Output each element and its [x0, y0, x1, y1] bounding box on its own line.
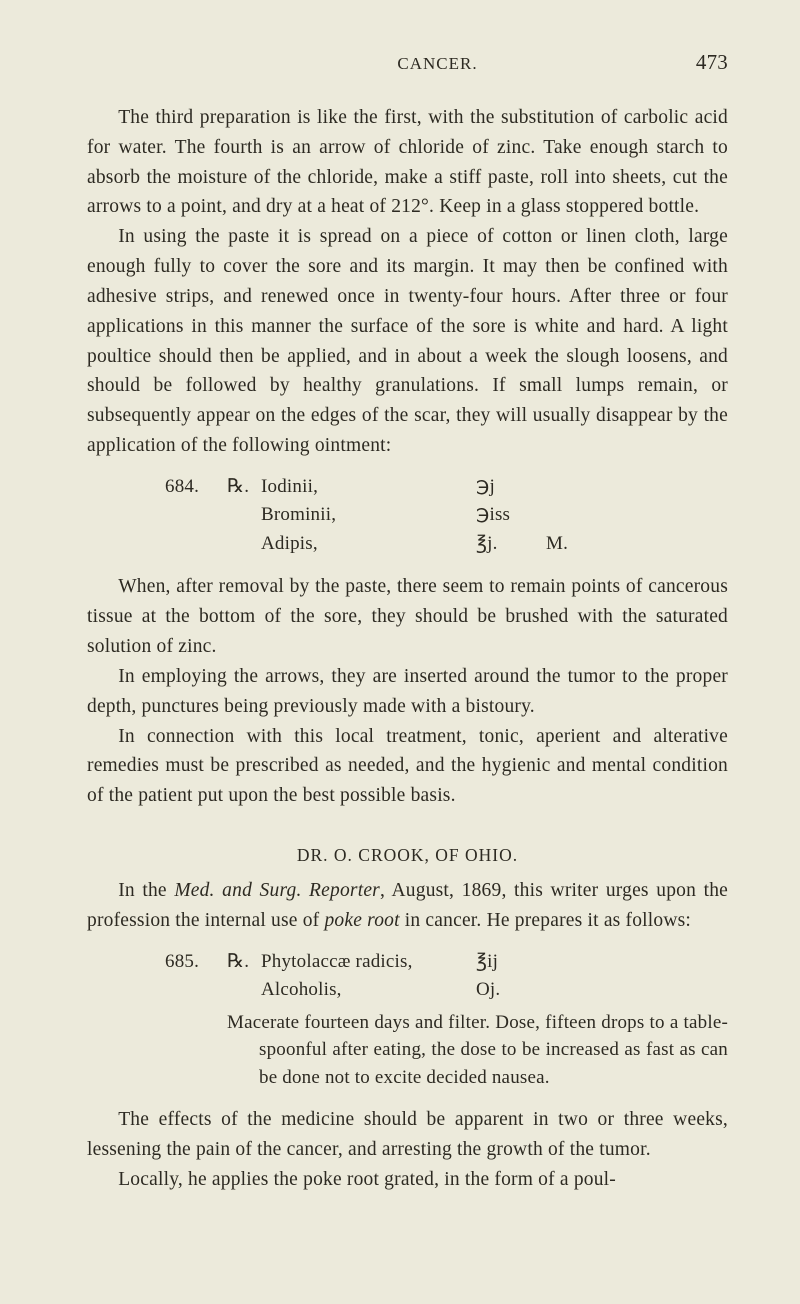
rx-ingredient: Iodinii,: [261, 473, 476, 502]
rx-row: Adipis, ℥j. M.: [165, 530, 728, 559]
rx-note: Macerate fourteen days and filter. Dose,…: [227, 1009, 728, 1092]
paragraph-2: In using the paste it is spread on a pie…: [87, 222, 728, 461]
rx-number: 684.: [165, 473, 227, 502]
rx-row: 684. ℞. Iodinii, ℈j: [165, 473, 728, 502]
rx-quantity: ℥j.: [476, 530, 546, 559]
rx-symbol: ℞.: [227, 473, 261, 502]
rx-blank: [227, 501, 261, 530]
paragraph-1: The third preparation is like the first,…: [87, 103, 728, 222]
text-run: In the: [118, 880, 174, 901]
rx-quantity: Oj.: [476, 976, 546, 1005]
rx-row: Alcoholis, Oj.: [165, 976, 728, 1005]
rx-quantity: ℈j: [476, 473, 546, 502]
rx-signa: M.: [546, 530, 596, 559]
page-container: CANCER. 473 The third preparation is lik…: [87, 50, 728, 1244]
spacer: [87, 811, 728, 825]
rx-blank: [227, 976, 261, 1005]
prescription-684: 684. ℞. Iodinii, ℈j Brominii, ℈iss Adipi…: [165, 473, 728, 559]
paragraph-8: Locally, he applies the poke root grated…: [87, 1165, 728, 1195]
rx-ingredient: Brominii,: [261, 501, 476, 530]
paragraph-3: When, after removal by the paste, there …: [87, 572, 728, 661]
paragraph-6: In the Med. and Surg. Reporter, August, …: [87, 876, 728, 936]
rx-blank: [165, 976, 227, 1005]
rx-ingredient: Alcoholis,: [261, 976, 476, 1005]
rx-ingredient: Adipis,: [261, 530, 476, 559]
rx-blank: [165, 501, 227, 530]
prescription-685: 685. ℞. Phytolaccæ radicis, ℥ij Alcoholi…: [165, 948, 728, 1092]
rx-blank: [227, 530, 261, 559]
running-title: CANCER.: [207, 54, 668, 74]
page-number: 473: [668, 50, 728, 75]
running-head: CANCER. 473: [87, 50, 728, 75]
rx-number: 685.: [165, 948, 227, 977]
rx-signa: [546, 501, 596, 530]
paragraph-4: In employing the arrows, they are insert…: [87, 662, 728, 722]
rx-row: Brominii, ℈iss: [165, 501, 728, 530]
rx-quantity: ℈iss: [476, 501, 546, 530]
section-heading: DR. O. CROOK, OF OHIO.: [87, 845, 728, 866]
paragraph-5: In connection with this local treatment,…: [87, 722, 728, 811]
rx-blank: [165, 530, 227, 559]
rx-quantity: ℥ij: [476, 948, 546, 977]
rx-signa: [546, 473, 596, 502]
italic-title: Med. and Surg. Reporter: [174, 880, 380, 901]
rx-ingredient: Phytolaccæ radicis,: [261, 948, 476, 977]
rx-note-text: Macerate fourteen days and filter. Dose,…: [227, 1009, 728, 1092]
paragraph-7: The effects of the medicine should be ap…: [87, 1105, 728, 1165]
rx-signa: [546, 948, 596, 977]
rx-signa: [546, 976, 596, 1005]
rx-row: 685. ℞. Phytolaccæ radicis, ℥ij: [165, 948, 728, 977]
rx-symbol: ℞.: [227, 948, 261, 977]
text-run: in cancer. He prepares it as follows:: [400, 910, 691, 931]
italic-term: poke root: [324, 910, 399, 931]
